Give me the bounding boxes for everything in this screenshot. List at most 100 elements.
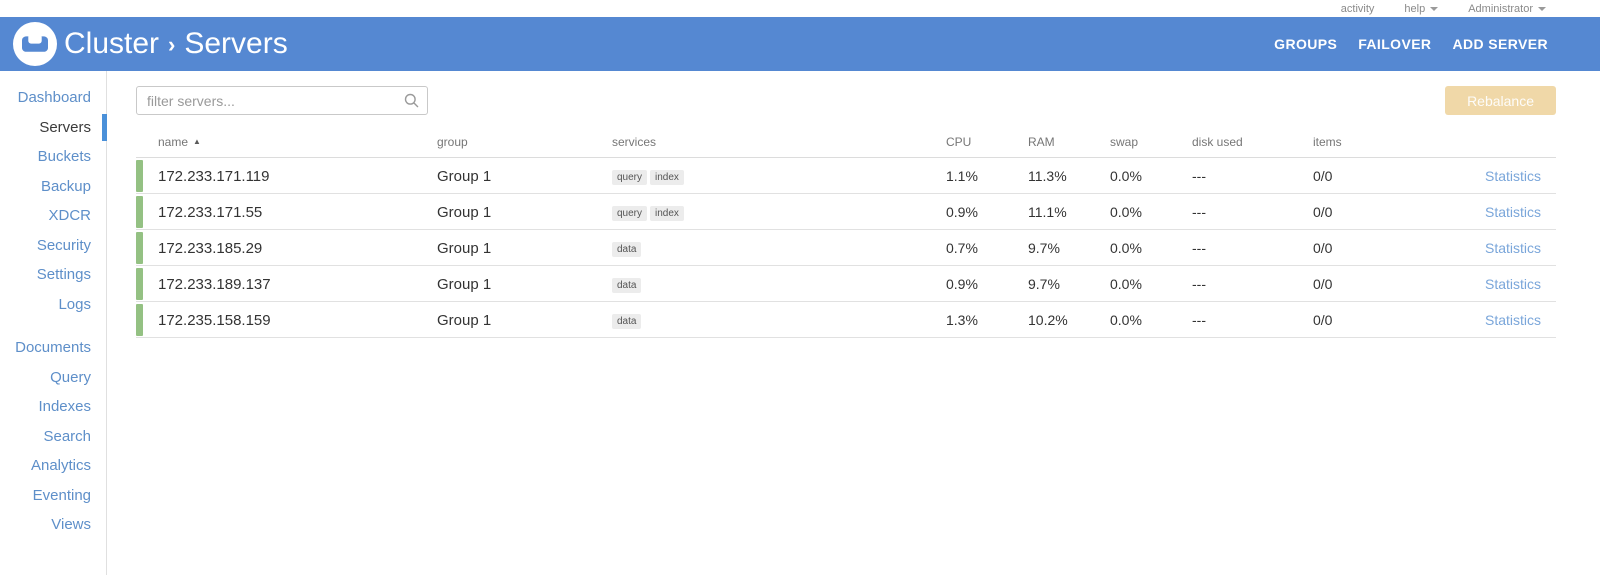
- sidebar-item-logs[interactable]: Logs: [58, 295, 91, 313]
- server-items: 0/0: [1313, 168, 1333, 184]
- servers-panel: Rebalance name ▲ group services CPU RAM …: [107, 71, 1600, 575]
- table-header-row: name ▲ group services CPU RAM swap disk …: [136, 127, 1556, 158]
- filter-servers-input[interactable]: [136, 86, 428, 115]
- server-services: query index: [612, 167, 946, 185]
- page-title: Servers: [184, 27, 288, 60]
- server-name-cell: 172.233.171.119: [136, 158, 437, 194]
- service-badge-data: data: [612, 278, 642, 293]
- server-group: Group 1: [437, 275, 492, 293]
- server-health-indicator: [136, 232, 143, 264]
- sidebar-item-documents[interactable]: Documents: [15, 339, 91, 356]
- activity-link[interactable]: activity: [1341, 3, 1375, 15]
- server-items: 0/0: [1313, 312, 1333, 328]
- server-items: 0/0: [1313, 204, 1333, 220]
- table-row[interactable]: 172.233.189.137 Group 1 data 0.9% 9.7% 0…: [136, 266, 1556, 302]
- server-group: Group 1: [437, 167, 492, 185]
- column-header-group[interactable]: group: [437, 135, 468, 149]
- breadcrumb-cluster: Cluster: [64, 27, 160, 60]
- breadcrumb-separator: ›: [168, 32, 176, 57]
- caret-down-icon: [1538, 6, 1546, 11]
- table-row[interactable]: 172.233.171.119 Group 1 query index 1.1% …: [136, 158, 1556, 194]
- server-name[interactable]: 172.233.171.119: [158, 167, 270, 185]
- help-label: help: [1404, 2, 1426, 15]
- column-header-swap[interactable]: swap: [1110, 135, 1139, 149]
- table-body: 172.233.171.119 Group 1 query index 1.1% …: [136, 158, 1556, 338]
- server-ram: 11.3%: [1028, 168, 1067, 184]
- column-header-services[interactable]: services: [612, 135, 657, 149]
- sidebar-item-buckets[interactable]: Buckets: [37, 148, 91, 165]
- sidebar-item-query[interactable]: Query: [50, 368, 91, 386]
- sidebar: Dashboard Servers Buckets Backup XDCR Securit…: [0, 71, 107, 575]
- statistics-cell: Statistics: [1481, 168, 1556, 184]
- server-items: 0/0: [1313, 240, 1333, 256]
- sidebar-item-views[interactable]: Views: [51, 516, 91, 533]
- server-disk-used: ---: [1192, 204, 1206, 220]
- sidebar-item-dashboard[interactable]: Dashboard: [17, 89, 91, 106]
- column-header-items[interactable]: items: [1313, 135, 1342, 149]
- toolbar: Rebalance: [136, 86, 1556, 115]
- sidebar-item-eventing[interactable]: Eventing: [32, 486, 91, 504]
- user-label: Administrator: [1468, 2, 1533, 15]
- server-cpu: 1.1%: [946, 168, 978, 184]
- server-cpu: 1.3%: [946, 312, 978, 328]
- server-swap: 0.0%: [1110, 168, 1142, 184]
- statistics-link[interactable]: Statistics: [1484, 312, 1541, 328]
- table-row[interactable]: 172.233.185.29 Group 1 data 0.7% 9.7% 0.…: [136, 230, 1556, 266]
- sidebar-item-indexes[interactable]: Indexes: [38, 398, 91, 415]
- server-name-cell: 172.233.189.137: [136, 266, 437, 302]
- server-cpu: 0.9%: [946, 204, 978, 220]
- add-server-button[interactable]: ADD SERVER: [1452, 36, 1548, 52]
- table-row[interactable]: 172.235.158.159 Group 1 data 1.3% 10.2% …: [136, 302, 1556, 338]
- service-badge-index: index: [650, 206, 684, 221]
- statistics-link[interactable]: Statistics: [1484, 204, 1541, 220]
- table-row[interactable]: 172.233.171.55 Group 1 query index 0.9% 1…: [136, 194, 1556, 230]
- column-header-cpu[interactable]: CPU: [946, 135, 972, 149]
- breadcrumb: Cluster › Servers: [64, 27, 288, 61]
- statistics-link[interactable]: Statistics: [1484, 276, 1541, 292]
- server-services: data: [612, 239, 946, 257]
- server-disk-used: ---: [1192, 240, 1206, 256]
- statistics-cell: Statistics: [1481, 204, 1556, 220]
- sidebar-item-servers[interactable]: Servers: [0, 113, 107, 143]
- sidebar-item-security[interactable]: Security: [36, 236, 91, 254]
- column-header-name[interactable]: name ▲: [158, 135, 201, 149]
- server-name[interactable]: 172.233.189.137: [158, 275, 271, 293]
- statistics-link[interactable]: Statistics: [1484, 168, 1541, 184]
- server-ram: 10.2%: [1028, 312, 1068, 328]
- server-name-cell: 172.235.158.159: [136, 302, 437, 338]
- server-name[interactable]: 172.235.158.159: [158, 311, 271, 329]
- server-swap: 0.0%: [1110, 240, 1142, 256]
- server-ram: 9.7%: [1028, 276, 1060, 292]
- help-menu[interactable]: help: [1404, 2, 1439, 15]
- server-ram: 11.1%: [1028, 204, 1067, 220]
- server-name-cell: 172.233.171.55: [136, 194, 437, 230]
- server-swap: 0.0%: [1110, 312, 1142, 328]
- sidebar-item-settings[interactable]: Settings: [36, 266, 91, 283]
- sidebar-item-analytics[interactable]: Analytics: [30, 457, 91, 474]
- server-name[interactable]: 172.233.171.55: [158, 203, 263, 221]
- caret-down-icon: [1430, 6, 1439, 11]
- service-badge-data: data: [612, 314, 642, 329]
- groups-button[interactable]: GROUPS: [1274, 36, 1338, 52]
- user-menu-administrator[interactable]: Administrator: [1468, 3, 1546, 15]
- failover-button[interactable]: FAILOVER: [1358, 36, 1432, 52]
- server-disk-used: ---: [1192, 168, 1206, 184]
- activity-label: activity: [1340, 2, 1375, 15]
- server-ram: 9.7%: [1028, 240, 1060, 256]
- statistics-cell: Statistics: [1481, 276, 1556, 292]
- server-services: data: [612, 275, 946, 293]
- sidebar-item-backup[interactable]: Backup: [40, 177, 91, 195]
- server-name[interactable]: 172.233.185.29: [158, 239, 263, 257]
- server-name-cell: 172.233.185.29: [136, 230, 437, 266]
- server-group: Group 1: [437, 239, 492, 257]
- sidebar-item-search[interactable]: Search: [43, 427, 91, 445]
- app-header: Cluster › Servers GROUPS FAILOVER ADD SE…: [0, 17, 1600, 71]
- servers-table: name ▲ group services CPU RAM swap disk …: [136, 127, 1556, 338]
- server-health-indicator: [136, 268, 143, 300]
- column-header-ram[interactable]: RAM: [1028, 135, 1055, 149]
- column-header-disk-used[interactable]: disk used: [1192, 135, 1243, 149]
- statistics-link[interactable]: Statistics: [1484, 240, 1541, 256]
- rebalance-button[interactable]: Rebalance: [1445, 86, 1556, 115]
- sidebar-item-xdcr[interactable]: XDCR: [48, 207, 91, 224]
- server-health-indicator: [136, 160, 143, 192]
